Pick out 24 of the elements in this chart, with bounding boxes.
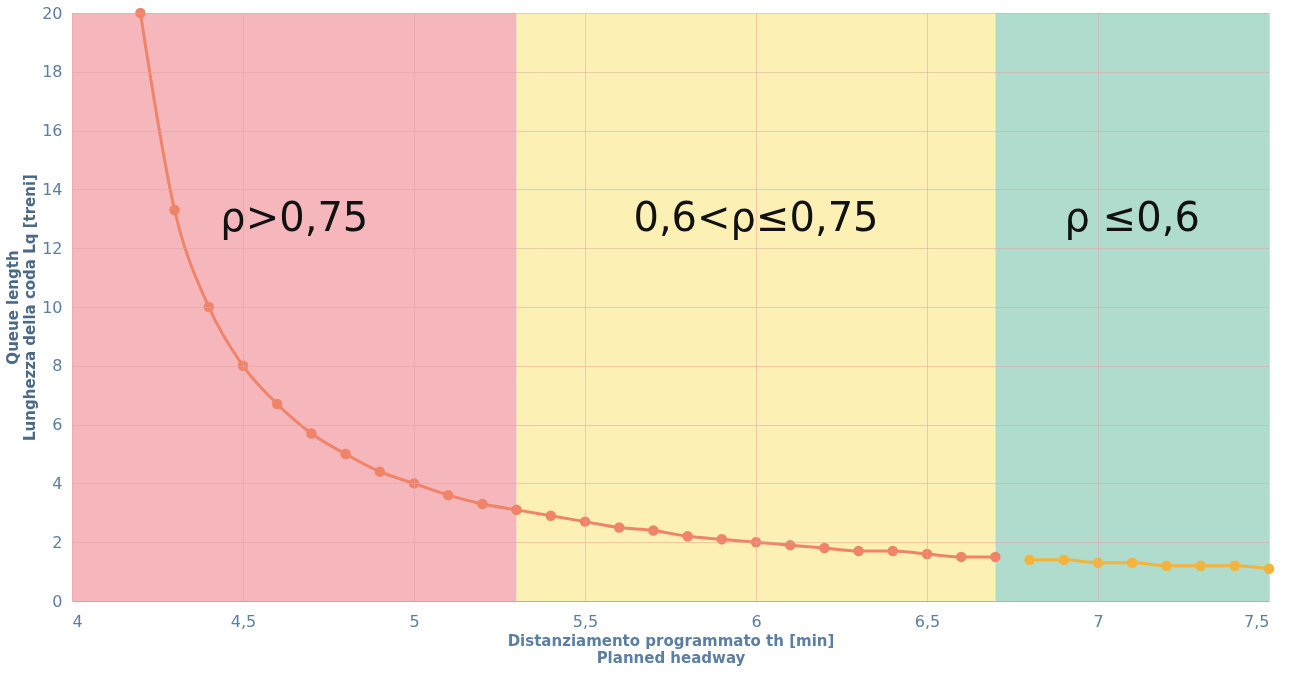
- y-tick-label: 14: [42, 179, 63, 199]
- y-tick-label: 20: [42, 3, 63, 23]
- x-tick-label: 5: [409, 611, 420, 631]
- y-tick-label: 10: [42, 297, 63, 317]
- y-tick-label: 18: [42, 62, 63, 82]
- y-tick-label: 12: [42, 238, 63, 258]
- x-tick-label: 6: [751, 611, 762, 631]
- y-axis-title: Queue length Lunghezza della coda Lq [treni]: [4, 174, 40, 441]
- y-tick-label: 0: [52, 591, 63, 611]
- x-tick-label: 4,5: [230, 611, 257, 631]
- x-tick-label: 5,5: [572, 611, 599, 631]
- band-label: ρ>0,75: [220, 193, 369, 240]
- x-tick-label: 7,5: [1244, 611, 1270, 631]
- x-tick-label: 6,5: [914, 611, 941, 631]
- x-tick-label: 7: [1093, 611, 1104, 631]
- x-axis-title: Distanziamento programmato th [min] Planned headway: [507, 631, 835, 667]
- band-label: ρ ≤0,6: [1064, 193, 1200, 240]
- y-tick-label: 6: [52, 415, 63, 435]
- y-tick-label: 2: [52, 532, 63, 552]
- x-tick-label: 4: [72, 611, 83, 631]
- y-tick-label: 8: [52, 356, 63, 376]
- y-tick-label: 4: [52, 473, 63, 493]
- y-tick-label: 16: [42, 121, 63, 141]
- band-label: 0,6<ρ≤0,75: [633, 193, 879, 240]
